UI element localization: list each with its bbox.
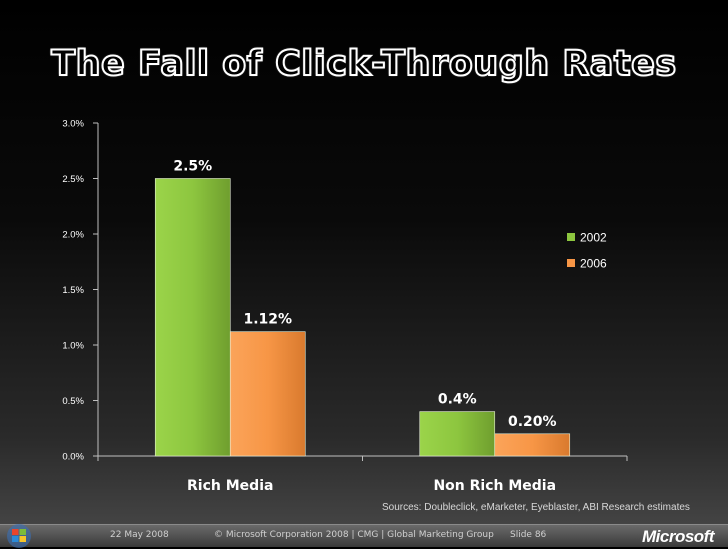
data-label: 1.12% [243, 312, 292, 328]
sources-note: Sources: Doubleclick, eMarketer, Eyeblas… [382, 502, 690, 513]
x-category-label: Rich Media [187, 478, 273, 494]
footer-slide-number: Slide 86 [510, 530, 547, 540]
footer-date: 22 May 2008 [110, 530, 169, 540]
y-tick-label: 2.0% [62, 230, 84, 241]
bar-2002-rich-media [154, 178, 231, 457]
legend-entry: 2002 [580, 231, 607, 245]
legend-entry: 2006 [580, 257, 607, 271]
bar-2002-non-rich-media [419, 411, 496, 457]
y-tick-label: 2.5% [62, 174, 84, 185]
data-label: 0.4% [438, 392, 477, 408]
y-tick-label: 3.0% [62, 119, 84, 130]
footer-copyright: © Microsoft Corporation 2008 | CMG | Glo… [214, 530, 494, 540]
data-label: 0.20% [508, 414, 557, 430]
x-category-label: Non Rich Media [433, 478, 556, 494]
bar-2006-non-rich-media [494, 433, 571, 457]
data-label: 2.5% [173, 159, 212, 175]
bar-2006-rich-media [229, 331, 306, 457]
y-tick-label: 1.5% [62, 285, 84, 296]
y-tick-label: 1.0% [62, 341, 84, 352]
legend-swatch [567, 233, 575, 241]
microsoft-logo: Microsoft [642, 527, 715, 546]
y-tick-label: 0.0% [62, 452, 84, 463]
slide-title: The Fall of Click-Through Rates [50, 43, 677, 85]
windows-logo-icon [7, 524, 31, 548]
slide-footer: 22 May 2008 © Microsoft Corporation 2008… [0, 524, 728, 548]
legend-swatch [567, 259, 575, 267]
y-tick-label: 0.5% [62, 396, 84, 407]
